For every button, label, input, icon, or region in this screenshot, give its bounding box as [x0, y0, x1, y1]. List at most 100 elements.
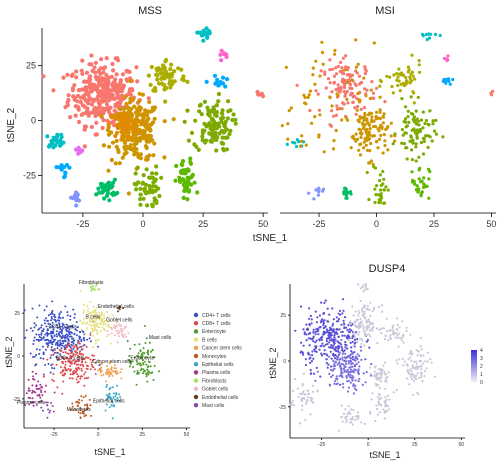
- scatter-point: [185, 175, 190, 180]
- scatter-point: [334, 72, 339, 76]
- scatter-point: [88, 312, 90, 315]
- scatter-point: [96, 186, 101, 191]
- panel-msi: MSI -25 0 25 50: [280, 5, 496, 229]
- scatter-point: [410, 378, 414, 381]
- scatter-point: [363, 317, 366, 320]
- scatter-point: [110, 326, 113, 329]
- scatter-point: [35, 338, 38, 341]
- scatter-point: [383, 139, 387, 143]
- scatter-point: [369, 88, 373, 92]
- scatter-point: [142, 368, 145, 371]
- scatter-point: [42, 409, 44, 412]
- scatter-point: [60, 330, 63, 333]
- scatter-point: [320, 354, 324, 357]
- scatter-point: [109, 371, 112, 374]
- scatter-point: [443, 79, 448, 83]
- scatter-point: [353, 338, 356, 341]
- scatter-point: [27, 387, 30, 390]
- scatter-point: [336, 83, 340, 87]
- scatter-point: [421, 110, 425, 114]
- scatter-point: [113, 334, 116, 337]
- scatter-point: [61, 360, 64, 363]
- scatter-point: [133, 370, 136, 373]
- scatter-point: [132, 121, 137, 126]
- scatter-point: [341, 347, 344, 350]
- scatter-point: [105, 393, 108, 396]
- scatter-point: [405, 157, 409, 161]
- scatter-point: [427, 32, 431, 36]
- scatter-point: [339, 383, 342, 386]
- scatter-point: [139, 357, 142, 360]
- scatter-point: [40, 333, 43, 336]
- scatter-point: [311, 350, 314, 353]
- scatter-point: [341, 80, 345, 85]
- scatter-point: [45, 325, 48, 328]
- scatter-point: [145, 363, 148, 366]
- scatter-point: [37, 388, 40, 390]
- scatter-point: [68, 328, 71, 331]
- scatter-point: [336, 349, 339, 352]
- scatter-point: [334, 346, 337, 349]
- scatter-point: [402, 142, 406, 146]
- scatter-point: [391, 142, 395, 146]
- scatter-point: [408, 77, 413, 81]
- scatter-point: [79, 353, 82, 356]
- scatter-point: [386, 148, 390, 152]
- scatter-point: [346, 101, 350, 105]
- scatter-point: [87, 80, 92, 85]
- scatter-point: [305, 333, 308, 336]
- scatter-point: [351, 416, 354, 419]
- scatter-point: [370, 362, 373, 366]
- scatter-point: [102, 90, 107, 95]
- scatter-point: [408, 372, 411, 375]
- scatter-point: [52, 340, 55, 343]
- scatter-point: [320, 352, 323, 355]
- scatter-point: [31, 401, 34, 404]
- scatter-point: [70, 72, 75, 77]
- scatter-point: [162, 155, 167, 160]
- scatter-point: [348, 330, 351, 334]
- scatter-point: [307, 332, 310, 335]
- scatter-point: [80, 399, 83, 402]
- scatter-point: [150, 171, 155, 176]
- scatter-point: [93, 113, 98, 118]
- scatter-point: [141, 372, 144, 375]
- scatter-point: [383, 411, 386, 414]
- scatter-point: [128, 96, 133, 101]
- scatter-point: [110, 332, 113, 335]
- scatter-point: [378, 117, 382, 121]
- x-tick-label: 0: [374, 219, 379, 229]
- scatter-point: [153, 364, 156, 367]
- scatter-point: [163, 85, 168, 90]
- scatter-point: [351, 352, 354, 355]
- scatter-point: [344, 65, 348, 69]
- scatter-point: [153, 356, 156, 359]
- legend-label: Enterocyte: [202, 329, 226, 335]
- scatter-point: [340, 66, 344, 70]
- scatter-point: [118, 335, 121, 338]
- scatter-point: [47, 322, 50, 325]
- legend-swatch: [193, 345, 199, 350]
- scatter-point: [119, 396, 122, 398]
- scatter-point: [193, 118, 198, 123]
- scatter-point: [133, 117, 138, 122]
- scatter-point: [74, 203, 79, 208]
- scatter-point: [299, 392, 302, 395]
- scatter-point: [350, 421, 353, 424]
- scatter-point: [314, 89, 318, 93]
- scatter-point: [321, 342, 324, 345]
- scatter-point: [344, 343, 347, 346]
- scatter-point: [359, 135, 363, 140]
- scatter-point: [340, 367, 343, 370]
- scatter-point: [426, 360, 429, 363]
- scatter-point: [33, 355, 36, 358]
- scatter-point: [396, 333, 399, 337]
- scatter-point: [357, 120, 361, 124]
- scatter-point: [346, 368, 349, 371]
- scatter-point: [343, 68, 347, 72]
- scatter-point: [328, 372, 331, 375]
- scatter-point: [351, 365, 354, 368]
- scatter-point: [410, 359, 413, 362]
- scatter-point: [375, 404, 378, 407]
- scatter-point: [357, 148, 361, 152]
